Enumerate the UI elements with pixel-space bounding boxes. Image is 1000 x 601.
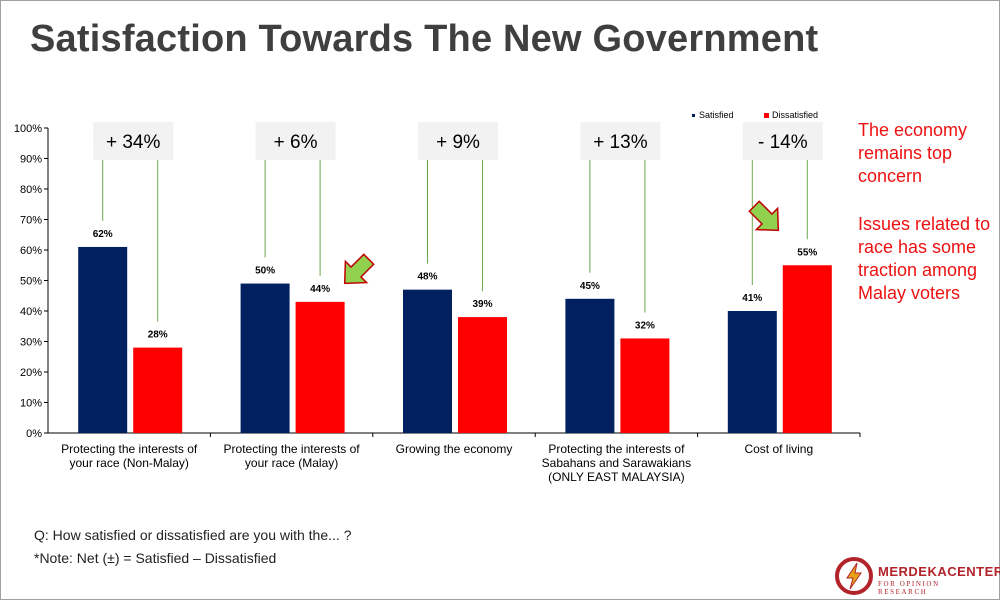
net-label-box <box>93 122 174 160</box>
merdeka-center-logo: MERDEKACENTER FOR OPINION RESEARCH <box>834 556 1000 596</box>
highlight-arrow-icon <box>748 200 780 232</box>
data-label-satisfied: 48% <box>417 272 437 283</box>
category-label: Sabahans and Sarawakians <box>542 456 691 470</box>
category-label: your race (Non-Malay) <box>70 456 189 470</box>
data-label-satisfied: 41% <box>742 293 762 304</box>
category-label: Protecting the interests of <box>224 442 361 456</box>
data-label-satisfied: 62% <box>93 229 113 240</box>
y-tick-label: 90% <box>20 154 42 166</box>
y-tick-label: 80% <box>20 184 42 196</box>
data-label-satisfied: 45% <box>580 281 600 292</box>
data-label-dissatisfied: 55% <box>797 247 817 258</box>
category-label: Cost of living <box>744 442 813 456</box>
bar-dissatisfied <box>133 347 183 433</box>
page-title: Satisfaction Towards The New Government <box>30 18 819 60</box>
bar-satisfied <box>727 311 777 433</box>
y-tick-label: 20% <box>20 367 42 379</box>
legend-label-satisfied: Satisfied <box>699 110 734 120</box>
net-label: + 34% <box>106 132 161 153</box>
net-label-box <box>580 122 661 160</box>
side-note-race: Issues related to race has some traction… <box>858 214 991 303</box>
y-tick-label: 0% <box>26 428 42 440</box>
net-label: + 13% <box>593 132 648 153</box>
logo-emblem-icon <box>835 557 873 595</box>
y-tick-label: 100% <box>14 123 42 135</box>
y-tick-label: 70% <box>20 215 42 227</box>
bar-dissatisfied <box>620 338 670 433</box>
category-label: Protecting the interests of <box>61 442 198 456</box>
legend-swatch-satisfied <box>692 114 695 117</box>
bar-satisfied <box>403 289 452 433</box>
data-label-dissatisfied: 39% <box>472 299 492 310</box>
legend-label-dissatisfied: Dissatisfied <box>772 110 818 120</box>
footnote: *Note: Net (±) = Satisfied – Dissatisfie… <box>34 550 277 566</box>
net-label: - 14% <box>758 132 808 153</box>
data-label-dissatisfied: 28% <box>148 330 168 341</box>
category-label: your race (Malay) <box>245 456 338 470</box>
y-tick-label: 30% <box>20 337 42 349</box>
category-label: Protecting the interests of <box>548 442 685 456</box>
y-tick-label: 40% <box>20 306 42 318</box>
net-label-box <box>742 122 823 160</box>
net-label: + 9% <box>436 132 480 153</box>
y-tick-label: 60% <box>20 245 42 257</box>
category-label: (ONLY EAST MALAYSIA) <box>548 470 685 484</box>
logo-subtitle: FOR OPINION RESEARCH <box>878 580 940 596</box>
bar-dissatisfied <box>295 301 345 433</box>
net-label-box <box>255 122 336 160</box>
data-label-dissatisfied: 32% <box>635 320 655 331</box>
legend-swatch-dissatisfied <box>764 113 769 118</box>
net-label: + 6% <box>274 132 318 153</box>
bar-dissatisfied <box>782 265 832 433</box>
logo-name: MERDEKACENTER <box>878 564 1000 579</box>
y-tick-label: 10% <box>20 398 42 410</box>
data-label-satisfied: 50% <box>255 266 275 277</box>
side-note-economy: The economy remains top concern <box>858 120 968 186</box>
survey-question: Q: How satisfied or dissatisfied are you… <box>34 527 352 543</box>
category-label: Growing the economy <box>396 442 513 456</box>
data-label-dissatisfied: 44% <box>310 284 330 295</box>
arrow-shape <box>343 253 375 285</box>
bar-dissatisfied <box>458 317 507 433</box>
y-tick-label: 50% <box>20 276 42 288</box>
bar-satisfied <box>565 298 615 433</box>
highlight-arrow-icon <box>343 253 375 285</box>
net-label-box <box>418 122 498 160</box>
arrow-shape <box>748 200 780 232</box>
bar-satisfied <box>240 283 290 433</box>
bar-satisfied <box>78 246 128 433</box>
